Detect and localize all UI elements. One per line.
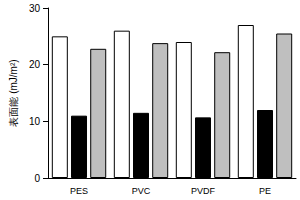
svg-text:表面能 (mJ/m²): 表面能 (mJ/m²) [8, 59, 19, 126]
svg-text:PE: PE [259, 186, 271, 196]
svg-text:20: 20 [29, 59, 41, 70]
svg-text:10: 10 [29, 116, 41, 127]
svg-text:PVC: PVC [132, 186, 151, 196]
svg-text:0: 0 [34, 173, 40, 184]
svg-text:PVDF: PVDF [191, 186, 216, 196]
svg-text:30: 30 [29, 3, 41, 14]
svg-text:PES: PES [70, 186, 88, 196]
